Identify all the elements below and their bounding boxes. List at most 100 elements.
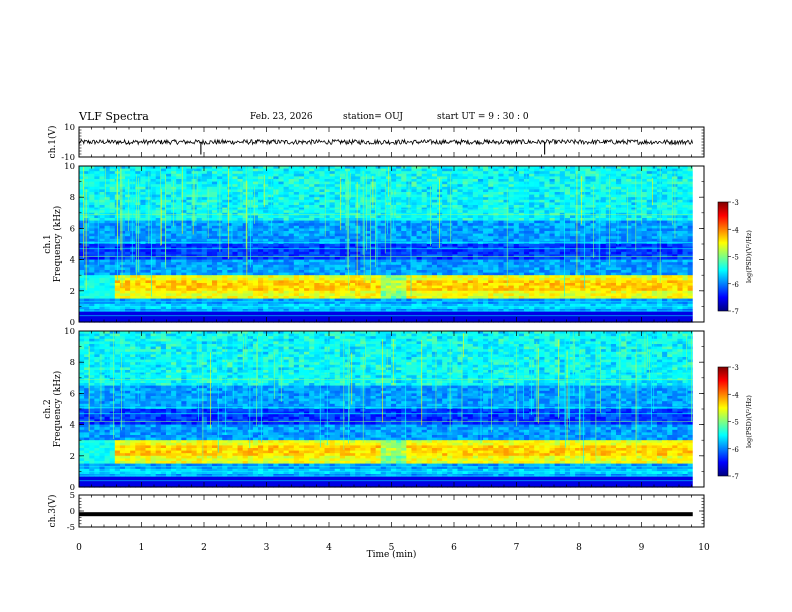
spectrogram-cell (426, 192, 433, 196)
spectrogram-cell (641, 186, 648, 190)
spectrogram-cell (324, 181, 331, 185)
spectrogram-cell (385, 197, 392, 201)
spectrogram-cell (447, 179, 453, 183)
spectrogram-cell (529, 194, 535, 198)
spectrogram-cell (493, 207, 499, 211)
spectrogram-cell (529, 179, 535, 183)
spectrogram-cell (334, 192, 341, 196)
spectrogram-cell (559, 210, 566, 214)
spectrogram-cell (125, 218, 131, 222)
spectrogram-cell (227, 168, 234, 172)
spectrogram-cell (682, 215, 689, 219)
spectrogram-cell (344, 171, 351, 175)
spectrogram-cell (201, 210, 208, 214)
spectrogram-cell (186, 215, 193, 219)
spectrogram-cell (288, 176, 295, 180)
spectrogram-cell (646, 173, 653, 177)
spectrogram-cell (109, 199, 116, 203)
spectrogram-cell (186, 210, 193, 214)
spectrogram-cell (206, 207, 213, 211)
spectrogram-cell (201, 166, 208, 170)
spectrogram-cell (109, 171, 116, 175)
spectrogram-cell (667, 168, 673, 172)
spectrogram-cell (355, 186, 361, 190)
spectrogram-cell (411, 176, 418, 180)
spectrogram-cell (559, 199, 566, 203)
spectrogram-cell (401, 202, 407, 206)
spectrogram-cell (626, 192, 632, 196)
spectrogram-cell (467, 197, 474, 201)
spectrogram-cell (554, 199, 561, 203)
spectrogram-cell (544, 179, 551, 183)
spectrogram-cell (559, 181, 566, 185)
spectrogram-cell (411, 205, 418, 209)
spectrogram-cell (350, 207, 356, 211)
spectrogram-cell (160, 197, 167, 201)
spectrogram-cell (616, 186, 622, 190)
spectrogram-cell (605, 186, 612, 190)
spectrogram-cell (549, 189, 556, 193)
spectrogram-cell (160, 189, 167, 193)
spectrogram-cell (539, 207, 546, 211)
spectrogram-cell (508, 207, 515, 211)
spectrogram-cell (416, 210, 423, 214)
spectrogram-cell (211, 176, 218, 180)
spectrogram-cell (109, 166, 116, 170)
spectrogram-cell (431, 189, 438, 193)
spectrogram-cell (314, 207, 320, 211)
spectrogram-cell (385, 205, 392, 209)
spectrogram-cell (252, 186, 259, 190)
spectrogram-cell (237, 176, 244, 180)
spectrogram-cell (176, 179, 182, 183)
spectrogram-cell (518, 189, 525, 193)
spectrogram-cell (406, 179, 413, 183)
spectrogram-cell (344, 184, 351, 188)
spectrogram-cell (252, 194, 259, 198)
spectrogram-cell (319, 189, 326, 193)
spectrogram-cell (130, 189, 136, 193)
spectrogram-cell (380, 197, 387, 201)
spectrogram-cell (442, 168, 448, 172)
spectrogram-cell (646, 166, 653, 170)
spectrogram-cell (488, 192, 494, 196)
spectrogram-cell (570, 189, 576, 193)
spectrogram-cell (165, 176, 172, 180)
spectrogram-cell (518, 179, 525, 183)
spectrogram-cell (191, 166, 198, 170)
spectrogram-cell (130, 166, 136, 170)
spectrogram-cell (304, 171, 310, 175)
spectrogram-cell (171, 166, 177, 170)
spectrogram-cell (396, 205, 402, 209)
spectrogram-cell (258, 171, 264, 175)
spectrogram-cell (523, 168, 530, 172)
spectrogram-cell (641, 215, 648, 219)
spectrogram-cell (339, 168, 346, 172)
spectrogram-cell (564, 176, 571, 180)
spectrogram-cell (150, 207, 157, 211)
spectrogram-cell (564, 205, 571, 209)
spectrogram-cell (165, 189, 172, 193)
spectrogram-cell (298, 207, 305, 211)
spectrogram-cell (319, 194, 326, 198)
spectrogram-cell (503, 207, 510, 211)
spectrogram-cell (610, 192, 617, 196)
spectrogram-cell (196, 197, 203, 201)
spectrogram-cell (503, 168, 510, 172)
spectrogram-cell (549, 186, 556, 190)
spectrogram-cell (222, 168, 228, 172)
spectrogram-cell (662, 181, 668, 185)
spectrogram-cell (442, 202, 448, 206)
spectrogram-cell (610, 181, 617, 185)
spectrogram-cell (211, 192, 218, 196)
spectrogram-cell (329, 173, 336, 177)
station-label: station= OUJ (343, 112, 404, 122)
spectrogram-cell (513, 205, 520, 209)
spectrogram-cell (600, 210, 607, 214)
spectrogram-cell (452, 210, 459, 214)
spectrogram-cell (421, 168, 428, 172)
spectrogram-cell (503, 202, 510, 206)
spectrogram-cell (401, 184, 407, 188)
spectrogram-cell (595, 197, 602, 201)
spectrogram-cell (324, 202, 331, 206)
spectrogram-cell (426, 184, 433, 188)
